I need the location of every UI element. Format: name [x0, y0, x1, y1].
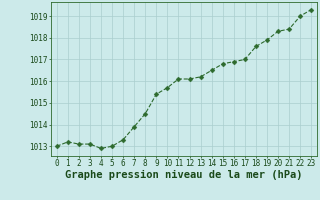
- X-axis label: Graphe pression niveau de la mer (hPa): Graphe pression niveau de la mer (hPa): [65, 170, 303, 180]
